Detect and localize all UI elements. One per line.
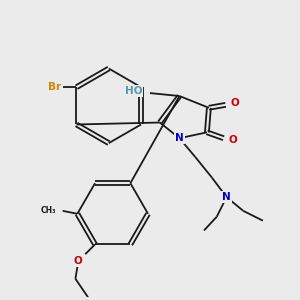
- Text: Br: Br: [48, 82, 62, 92]
- Text: O: O: [230, 98, 239, 108]
- Text: O: O: [228, 135, 237, 145]
- Text: O: O: [74, 256, 83, 266]
- Text: CH₃: CH₃: [40, 206, 56, 215]
- Text: N: N: [175, 133, 184, 143]
- Text: N: N: [222, 192, 231, 202]
- Text: HO: HO: [124, 86, 142, 96]
